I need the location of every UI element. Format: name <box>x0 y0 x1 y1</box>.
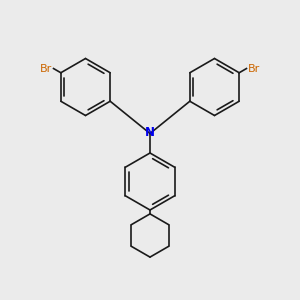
Text: N: N <box>145 126 155 140</box>
Text: Br: Br <box>248 64 260 74</box>
Text: Br: Br <box>40 64 52 74</box>
